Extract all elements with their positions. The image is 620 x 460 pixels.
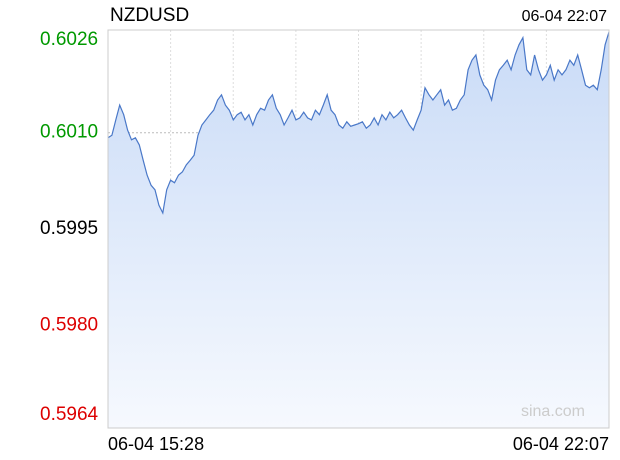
plot-border [107, 29, 610, 429]
chart-title: NZDUSD [110, 5, 189, 26]
y-tick-label: 0.5964 [40, 404, 99, 425]
timestamp: 06-04 22:07 [522, 8, 608, 25]
x-tick-label: 06-04 15:28 [108, 434, 204, 454]
area [108, 31, 609, 429]
y-tick-label: 0.6010 [40, 122, 98, 143]
watermark: sina.com [521, 403, 585, 420]
price-line [107, 31, 610, 215]
x-tick-label: 06-04 22:07 [513, 434, 609, 454]
y-tick-label: 0.6026 [40, 29, 98, 50]
y-tick-label: 0.5980 [40, 314, 98, 335]
y-tick-label: 0.5995 [40, 218, 98, 239]
